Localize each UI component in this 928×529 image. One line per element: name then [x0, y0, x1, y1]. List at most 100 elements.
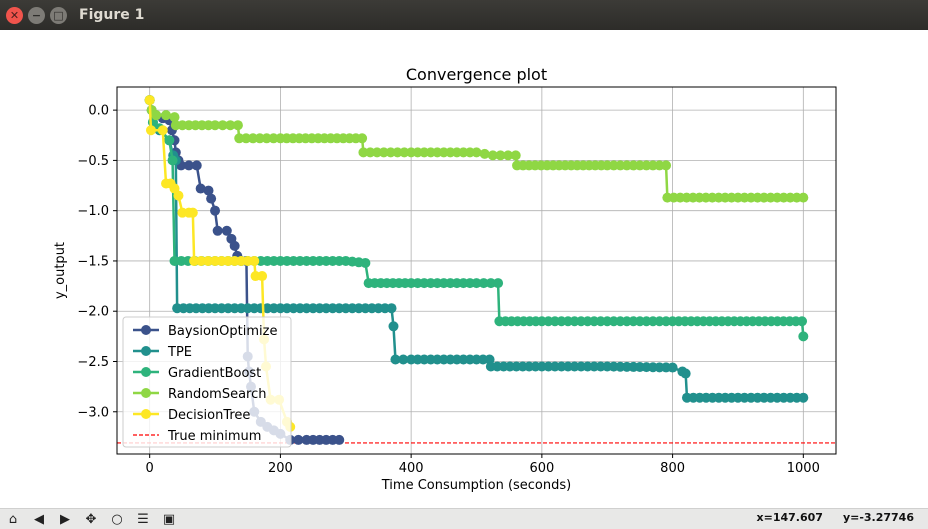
navigation-toolbar: ⌂ ◀ ▶ ✥ ○ ☰ ▣ x=147.607 y=-3.27746 [0, 508, 928, 529]
data-point [667, 362, 678, 373]
home-button[interactable]: ⌂ [0, 510, 26, 528]
toolbar-buttons: ⌂ ◀ ▶ ✥ ○ ☰ ▣ [0, 510, 182, 528]
data-point [229, 240, 240, 251]
back-icon: ◀ [34, 511, 44, 527]
save-button[interactable]: ▣ [156, 510, 182, 528]
maximize-icon: □ [53, 8, 64, 22]
data-point [257, 271, 268, 282]
y-tick-label: −3.0 [77, 405, 109, 420]
data-point [173, 190, 184, 201]
data-point [334, 434, 345, 445]
zoom-button[interactable]: ○ [104, 510, 130, 528]
data-point [203, 185, 214, 196]
data-point [797, 316, 808, 327]
data-point [390, 354, 401, 365]
y-axis-label: y_output [53, 242, 68, 299]
x-tick-label: 800 [660, 461, 685, 476]
legend-label: DecisionTree [168, 408, 250, 423]
legend: BaysionOptimize TPE GradientBoost RandomSea… [122, 316, 292, 448]
legend-marker [141, 367, 151, 377]
legend-marker [141, 388, 151, 398]
legend-box [122, 316, 292, 448]
data-point [189, 255, 200, 266]
data-point [164, 135, 175, 146]
legend-marker [141, 346, 151, 356]
x-axis-label: Time Consumption (seconds) [381, 478, 571, 493]
data-point [210, 120, 221, 131]
close-icon: ✕ [9, 8, 20, 22]
legend-label: BaysionOptimize [168, 324, 277, 339]
y-tick-label: 0.0 [88, 104, 109, 119]
data-point [217, 120, 228, 131]
data-point [398, 354, 409, 365]
pan-icon: ✥ [85, 511, 97, 527]
save-icon: ▣ [162, 511, 176, 527]
close-button[interactable]: ✕ [6, 6, 23, 24]
data-point [293, 434, 304, 445]
window-title: Figure 1 [79, 7, 145, 23]
y-tick-label: −1.0 [77, 204, 109, 219]
data-point [144, 95, 155, 106]
legend-marker [141, 325, 151, 335]
y-tick-label: −2.0 [77, 305, 109, 320]
axes-frame [116, 86, 837, 455]
window-titlebar: ✕ − □ Figure 1 [0, 0, 928, 30]
data-point [203, 255, 214, 266]
forward-button[interactable]: ▶ [52, 510, 78, 528]
y-tick-label: −0.5 [77, 154, 109, 169]
cursor-y-readout: y=-3.27746 [842, 511, 914, 524]
data-point [191, 160, 202, 171]
data-point [487, 150, 498, 161]
data-point [478, 278, 489, 289]
data-point [360, 257, 371, 268]
convergence-chart: 0 200 400 600 800 1000 0.0 −0.5 −1.0 −1.5 −2.0 −2.5… [53, 65, 837, 493]
data-point [210, 205, 221, 216]
figure-canvas[interactable]: 0 200 400 600 800 1000 0.0 −0.5 −1.0 −1.5 −2.0 −2.5… [0, 30, 928, 508]
pan-button[interactable]: ✥ [78, 510, 104, 528]
x-tick-label: 600 [529, 461, 554, 476]
data-point [157, 125, 168, 136]
data-point [206, 193, 217, 204]
data-point [249, 255, 260, 266]
legend-label: True minimum [167, 429, 261, 444]
window-controls: ✕ − □ [6, 6, 67, 24]
data-point [510, 150, 521, 161]
subplots-icon: ☰ [137, 511, 149, 527]
data-point [247, 133, 258, 144]
legend-label: TPE [167, 345, 192, 360]
data-point [680, 368, 691, 379]
data-point [232, 120, 243, 131]
data-point [167, 155, 178, 166]
subplots-button[interactable]: ☰ [130, 510, 156, 528]
legend-label: RandomSearch [168, 387, 266, 402]
data-point [195, 183, 206, 194]
y-tick-label: −1.5 [77, 254, 109, 269]
series-TPE [144, 95, 809, 403]
data-point [495, 150, 506, 161]
cursor-coordinates: x=147.607 y=-3.27746 [757, 511, 914, 524]
data-point [169, 112, 180, 123]
data-point [485, 278, 496, 289]
data-point [798, 392, 809, 403]
y-tick-label: −2.5 [77, 355, 109, 370]
chart-title: Convergence plot [406, 65, 547, 84]
data-point [388, 321, 399, 332]
data-point [145, 125, 156, 136]
data-point [254, 133, 265, 144]
back-button[interactable]: ◀ [26, 510, 52, 528]
minimize-button[interactable]: − [28, 6, 45, 24]
data-point [471, 147, 482, 158]
data-point [212, 225, 223, 236]
data-point [798, 192, 809, 203]
x-tick-label: 1000 [787, 461, 820, 476]
legend-marker [141, 409, 151, 419]
minimize-icon: − [31, 8, 42, 22]
data-point [161, 110, 172, 121]
data-point [268, 133, 279, 144]
data-point [151, 110, 162, 121]
maximize-button[interactable]: □ [50, 6, 67, 24]
data-point [261, 133, 272, 144]
x-tick-label: 200 [268, 461, 293, 476]
forward-icon: ▶ [60, 511, 70, 527]
data-point [234, 133, 245, 144]
